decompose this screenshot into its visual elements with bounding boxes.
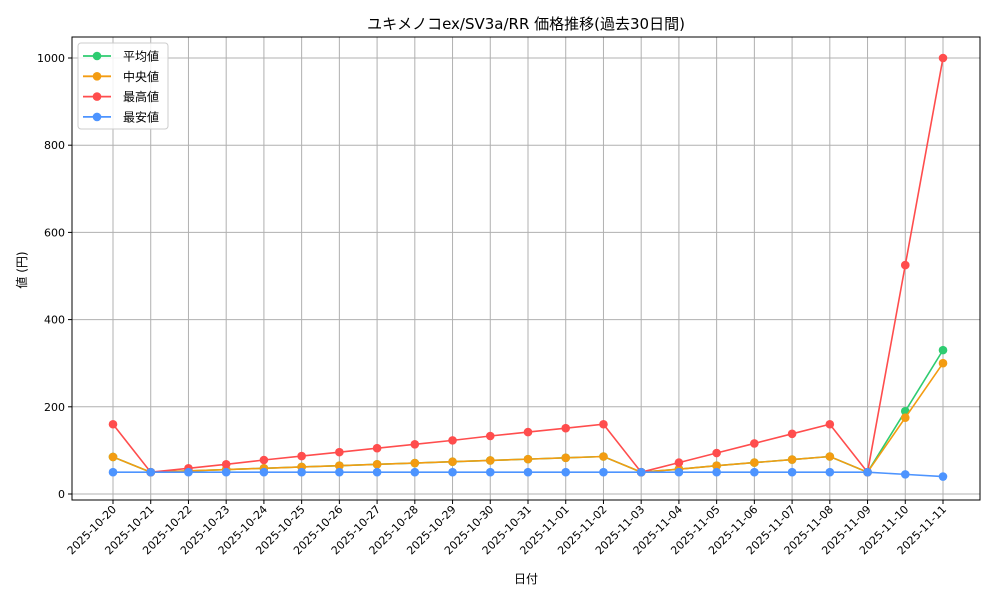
data-point xyxy=(448,467,457,477)
data-point xyxy=(108,452,118,462)
data-point xyxy=(750,458,759,467)
data-point xyxy=(787,467,797,477)
data-point xyxy=(900,260,910,270)
legend-label: 最安値 xyxy=(123,109,159,124)
data-point xyxy=(712,461,721,470)
data-point xyxy=(335,467,344,477)
data-point xyxy=(599,452,608,461)
data-point xyxy=(523,467,533,477)
data-point xyxy=(938,345,948,355)
data-point xyxy=(108,467,118,477)
data-point xyxy=(410,458,420,468)
data-point xyxy=(485,456,495,465)
legend-marker xyxy=(92,92,102,101)
data-point xyxy=(221,460,231,469)
data-point xyxy=(523,427,533,437)
data-point xyxy=(297,467,306,477)
y-tick-label: 800 xyxy=(44,139,65,152)
data-point xyxy=(825,419,835,429)
data-point xyxy=(297,451,306,461)
data-point xyxy=(636,467,646,477)
data-point xyxy=(259,467,269,477)
data-point xyxy=(410,467,420,477)
data-point xyxy=(599,419,608,429)
data-point xyxy=(938,358,948,368)
data-point xyxy=(448,457,457,467)
data-point xyxy=(372,467,382,477)
data-point xyxy=(448,436,457,445)
legend-box xyxy=(77,42,169,130)
y-tick-label: 400 xyxy=(44,314,65,327)
data-point xyxy=(108,419,118,429)
y-tick-label: 0 xyxy=(58,488,65,501)
data-point xyxy=(900,413,910,423)
y-tick-label: 600 xyxy=(44,226,65,239)
data-point xyxy=(561,423,571,433)
data-point xyxy=(485,431,495,441)
data-point xyxy=(599,467,608,477)
y-axis-label: 値 (円) xyxy=(14,251,29,288)
data-point xyxy=(221,467,231,477)
legend-label: 最高値 xyxy=(123,89,159,104)
data-point xyxy=(335,447,344,457)
legend-label: 中央値 xyxy=(123,69,159,84)
data-point xyxy=(372,460,382,469)
data-point xyxy=(674,458,684,467)
data-point xyxy=(335,461,344,470)
legend-label: 平均値 xyxy=(123,49,159,64)
y-tick-label: 200 xyxy=(44,401,65,414)
data-point xyxy=(938,53,948,63)
data-point xyxy=(674,467,684,477)
series-3 xyxy=(108,467,948,481)
data-point xyxy=(712,467,721,477)
data-point xyxy=(825,452,835,461)
legend-marker xyxy=(92,112,102,122)
data-point xyxy=(712,448,721,458)
data-point xyxy=(938,472,948,481)
data-point xyxy=(259,455,269,465)
legend-marker xyxy=(92,72,102,81)
x-axis-label: 日付 xyxy=(514,572,538,586)
data-point xyxy=(146,467,156,477)
data-point xyxy=(523,454,533,464)
y-tick-label: 1000 xyxy=(37,52,65,65)
data-point xyxy=(825,467,835,477)
data-point xyxy=(750,439,759,448)
legend-marker xyxy=(92,51,102,61)
data-point xyxy=(787,429,797,439)
data-point xyxy=(787,455,797,464)
chart-title: ユキメノコex/SV3a/RR 価格推移(過去30日間) xyxy=(367,15,685,33)
data-point xyxy=(561,467,571,477)
data-point xyxy=(750,467,759,477)
data-point xyxy=(561,453,571,463)
data-point xyxy=(372,443,382,453)
plot-frame xyxy=(71,36,981,501)
data-point xyxy=(900,470,910,479)
data-point xyxy=(184,467,193,477)
data-point xyxy=(485,467,495,477)
data-point xyxy=(863,467,872,477)
data-point xyxy=(410,439,420,449)
